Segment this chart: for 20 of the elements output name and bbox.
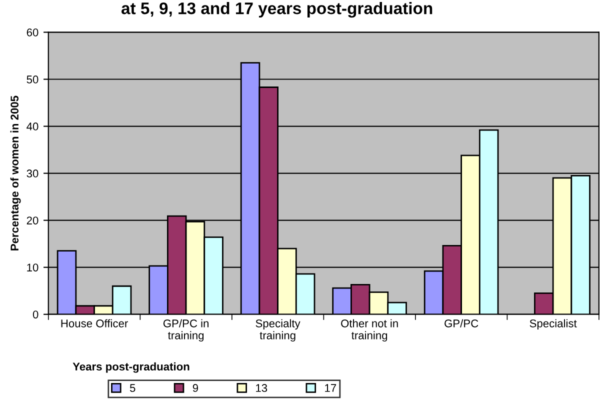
x-tick-label: GP/PC in training <box>163 319 208 342</box>
x-tick-label: Other not in training <box>341 319 398 342</box>
y-axis-title: Percentage of women in 2005 <box>10 96 21 250</box>
chart-title: at 5, 9, 13 and 17 years post-graduation <box>121 2 432 18</box>
x-tick-label: Specialty training <box>256 319 300 342</box>
y-tick-label: 10 <box>27 264 38 272</box>
x-tick-label: House Officer <box>61 319 128 328</box>
legend-label: 13 <box>256 384 268 392</box>
y-tick-label: 30 <box>26 170 38 178</box>
y-tick-label: 60 <box>26 28 38 36</box>
y-tick-label: 20 <box>26 216 38 224</box>
x-tick-label: Specialist <box>530 319 577 330</box>
x-tick-label: GP/PC <box>444 319 478 328</box>
legend-title: Years post-graduation <box>72 362 190 373</box>
legend-label: 9 <box>192 384 198 392</box>
y-tick-label: 0 <box>32 310 38 318</box>
legend-label: 5 <box>130 384 136 392</box>
y-tick-label: 50 <box>26 76 38 84</box>
legend-label: 17 <box>325 384 336 392</box>
y-tick-label: 40 <box>26 122 38 130</box>
